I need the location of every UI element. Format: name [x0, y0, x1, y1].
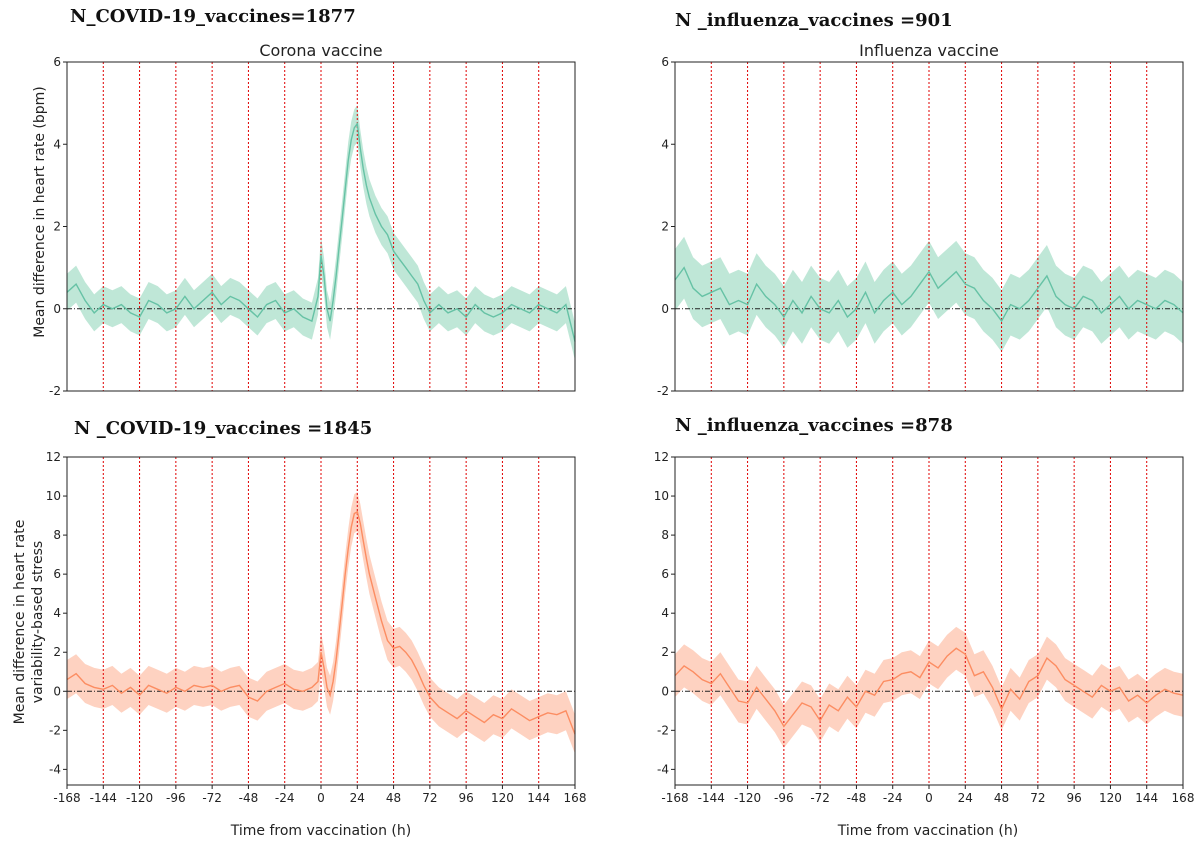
y-tick-label: -2 — [49, 723, 61, 737]
x-tick-label: -72 — [202, 791, 222, 805]
y-tick-label: -4 — [657, 762, 669, 776]
y-tick-label: -4 — [49, 762, 61, 776]
x-tick-label: 144 — [1135, 791, 1158, 805]
header-top-right: N _influenza_vaccines =901 — [675, 10, 953, 31]
x-tick-label: 96 — [1067, 791, 1082, 805]
x-tick-label: -168 — [661, 791, 688, 805]
y-tick-label: 6 — [53, 55, 61, 69]
y-axis-label-hr: Mean difference in heart rate (bpm) — [32, 86, 48, 338]
x-tick-label: 72 — [1030, 791, 1045, 805]
y-tick-label: 4 — [661, 137, 669, 151]
confidence-band — [67, 105, 575, 361]
y-tick-label: 6 — [661, 55, 669, 69]
series-line — [66, 510, 576, 735]
panel-title: Corona vaccine — [259, 41, 382, 60]
y-tick-label: -2 — [657, 384, 669, 398]
x-tick-label: -48 — [239, 791, 259, 805]
panel-title: Influenza vaccine — [859, 41, 999, 60]
confidence-band — [67, 492, 575, 754]
series-line — [66, 121, 576, 342]
y-tick-label: 4 — [661, 606, 669, 620]
y-tick-label: 10 — [46, 489, 61, 503]
x-tick-label: 72 — [422, 791, 437, 805]
y-tick-label: 12 — [654, 450, 669, 464]
y-tick-label: 8 — [53, 528, 61, 542]
x-tick-label: 24 — [350, 791, 365, 805]
x-tick-label: 0 — [925, 791, 933, 805]
chart-panel-flu-hr: -2 0 2 4 6 Influenza vaccine — [657, 41, 1184, 398]
y-tick-label: 2 — [53, 645, 61, 659]
x-tick-label: 168 — [564, 791, 587, 805]
y-tick-label: 2 — [661, 220, 669, 234]
x-tick-label: -120 — [126, 791, 153, 805]
y-tick-label: -2 — [657, 723, 669, 737]
y-tick-label: 4 — [53, 137, 61, 151]
x-tick-label: -96 — [166, 791, 186, 805]
x-tick-label: -48 — [847, 791, 867, 805]
y-tick-label: 6 — [661, 567, 669, 581]
x-tick-label: 48 — [994, 791, 1009, 805]
x-tick-label: -24 — [275, 791, 295, 805]
x-tick-label: -72 — [810, 791, 830, 805]
x-tick-label: 48 — [386, 791, 401, 805]
y-tick-label: -2 — [49, 384, 61, 398]
x-axis-label-left: Time from vaccination (h) — [230, 823, 411, 839]
x-tick-label: 120 — [491, 791, 514, 805]
y-tick-label: 0 — [53, 684, 61, 698]
x-tick-label: -24 — [883, 791, 903, 805]
header-bottom-right: N _influenza_vaccines =878 — [675, 415, 953, 436]
x-tick-label: 168 — [1172, 791, 1195, 805]
y-tick-label: 10 — [654, 489, 669, 503]
y-tick-label: 6 — [53, 567, 61, 581]
y-axis-label-stress-line1: Mean difference in heart rate — [12, 520, 28, 725]
series-line — [674, 266, 1184, 323]
series-line — [674, 647, 1184, 728]
y-axis-label-stress-line2: variability-based stress — [30, 541, 46, 703]
y-tick-label: 2 — [53, 220, 61, 234]
y-tick-label: 0 — [661, 684, 669, 698]
header-bottom-left: N _COVID-19_vaccines =1845 — [74, 418, 372, 439]
y-tick-label: 0 — [53, 302, 61, 316]
x-tick-label: -144 — [698, 791, 725, 805]
y-tick-label: 0 — [661, 302, 669, 316]
x-tick-label: 0 — [317, 791, 325, 805]
x-tick-label: 96 — [459, 791, 474, 805]
y-tick-label: 4 — [53, 606, 61, 620]
x-tick-label: -120 — [734, 791, 761, 805]
chart-panel-covid-hr: -2 0 2 4 6 Corona vaccine — [49, 41, 576, 398]
x-tick-label: 24 — [958, 791, 973, 805]
header-top-left: N_COVID-19_vaccines=1877 — [70, 6, 356, 27]
x-tick-label: -144 — [90, 791, 117, 805]
x-tick-label: -168 — [53, 791, 80, 805]
x-axis-label-right: Time from vaccination (h) — [837, 823, 1018, 839]
y-tick-label: 8 — [661, 528, 669, 542]
confidence-band — [675, 626, 1183, 748]
y-tick-label: 2 — [661, 645, 669, 659]
x-tick-label: 144 — [527, 791, 550, 805]
y-tick-label: 12 — [46, 450, 61, 464]
x-tick-label: -96 — [774, 791, 794, 805]
x-tick-label: 120 — [1099, 791, 1122, 805]
